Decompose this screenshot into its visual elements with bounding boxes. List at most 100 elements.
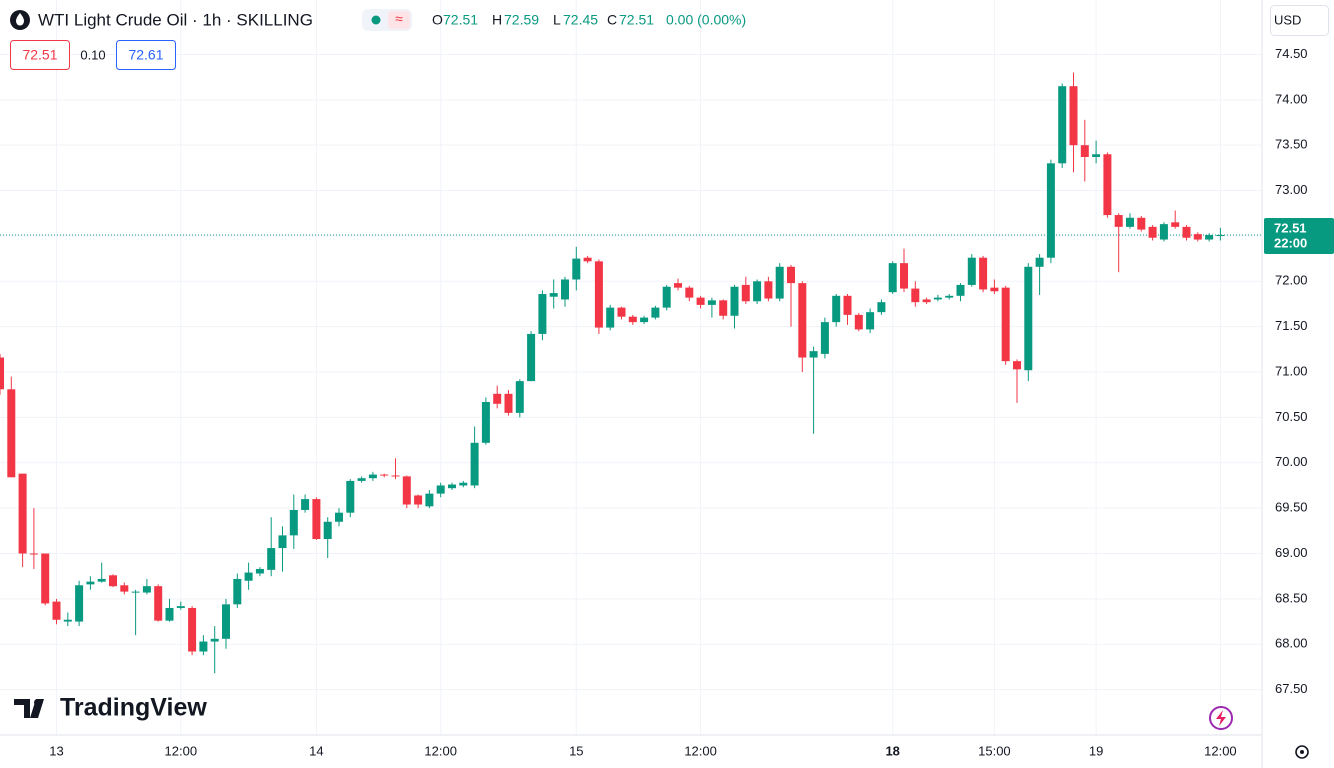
candle-body [707, 300, 716, 305]
candle-body [335, 512, 343, 522]
ohlc-value: 72.45 [563, 12, 598, 28]
ohlc-key: L [553, 12, 561, 28]
candle-body [414, 495, 423, 505]
candle-body [674, 283, 682, 288]
candle-body [301, 499, 310, 510]
y-tick-label: 70.00 [1275, 454, 1308, 469]
y-tick-label: 74.50 [1275, 46, 1308, 61]
candle-body [210, 638, 219, 642]
candle-body [459, 482, 468, 486]
candle-body [662, 286, 671, 308]
candle-body [606, 307, 615, 328]
candle-body [911, 288, 920, 303]
candle-body [741, 284, 750, 302]
candle-body [120, 585, 129, 592]
candle-body [470, 442, 479, 486]
candle-body [18, 473, 27, 554]
candle-body [730, 286, 739, 316]
candle-body [380, 474, 389, 476]
bid-price[interactable]: 72.51 [22, 47, 57, 63]
candle-body [86, 581, 95, 585]
candle-body [29, 553, 38, 555]
currency-label[interactable]: USD [1274, 12, 1301, 27]
candle-body [278, 535, 287, 549]
y-tick-label: 69.50 [1275, 500, 1308, 515]
candle-body [1159, 224, 1168, 240]
y-tick-label: 74.00 [1275, 91, 1308, 106]
candle-body [832, 295, 841, 323]
tv-logo-dot [34, 699, 41, 706]
candle-body [1171, 222, 1180, 227]
candle-body [244, 572, 253, 581]
candle-body [188, 607, 197, 652]
ohlc-key: O [432, 12, 443, 28]
oil-drop [16, 13, 24, 26]
candle-body [368, 474, 377, 479]
sell-box[interactable] [10, 40, 70, 70]
candle-body [877, 302, 886, 313]
buy-box[interactable] [116, 40, 176, 70]
candle-body [945, 295, 954, 298]
candle-body [1069, 86, 1078, 146]
candle-body [267, 548, 276, 570]
tv-logo-text[interactable]: TradingView [60, 694, 207, 722]
delayed-badge [388, 11, 410, 29]
candle-body [515, 381, 524, 413]
ohlc-key: C [607, 12, 617, 28]
candle-body [820, 322, 829, 354]
candle-body [357, 478, 366, 481]
symbol-title[interactable]: WTI Light Crude Oil · 1h · SKILLING [38, 10, 313, 29]
countdown-label: 22:00 [1274, 235, 1307, 250]
candle-body [922, 299, 931, 303]
candle-body [1058, 86, 1067, 164]
candle-body [1205, 235, 1214, 240]
candle-body [888, 263, 897, 293]
candles [0, 72, 1225, 674]
candle-body [933, 297, 942, 300]
last-price-label: 72.51 [1274, 220, 1307, 235]
ohlc-value: 72.51 [443, 12, 478, 28]
candle-body [787, 266, 795, 284]
y-tick-label: 68.50 [1275, 590, 1308, 605]
y-tick-label: 68.00 [1275, 636, 1308, 651]
candle-body [97, 578, 106, 582]
settings-icon[interactable] [1295, 745, 1309, 759]
candle-body [990, 287, 999, 292]
candle-body [685, 287, 694, 298]
candle-body [527, 333, 536, 382]
ohlc-legend: O 72.51 H 72.59 L 72.45 C 72.51 0.00 (0.00%) [432, 12, 746, 28]
candle-body [63, 619, 72, 622]
y-tick-label: 71.50 [1275, 318, 1308, 333]
candle-body [1001, 287, 1010, 362]
y-tick-label: 70.50 [1275, 409, 1308, 424]
candle-body [1182, 226, 1191, 238]
candle-body [538, 294, 547, 334]
candle-body [1103, 154, 1112, 216]
x-tick-label: 12:00 [684, 743, 717, 758]
y-tick-label: 72.00 [1275, 273, 1308, 288]
candle-body [1024, 266, 1033, 371]
candle-body [75, 585, 84, 622]
candle-body [199, 641, 208, 652]
candle-body [1080, 145, 1089, 157]
candle-body [719, 300, 728, 316]
change-value: 0.00 (0.00%) [666, 12, 746, 28]
candle-body [7, 389, 16, 478]
candle-body [1046, 163, 1055, 258]
candle-body [109, 575, 117, 587]
candle-body [809, 351, 818, 358]
candle-body [41, 553, 50, 604]
currency-button[interactable] [1270, 5, 1329, 36]
candle-body [1114, 215, 1123, 227]
ask-price[interactable]: 72.61 [128, 47, 163, 63]
grid [0, 0, 1262, 735]
candle-body [583, 257, 592, 262]
news-icon[interactable] [1209, 706, 1233, 730]
candle-body [289, 509, 298, 536]
candle-body [1148, 226, 1157, 238]
settings-center [1300, 750, 1304, 754]
y-tick-label: 67.50 [1275, 681, 1308, 696]
candle-body [131, 591, 140, 593]
